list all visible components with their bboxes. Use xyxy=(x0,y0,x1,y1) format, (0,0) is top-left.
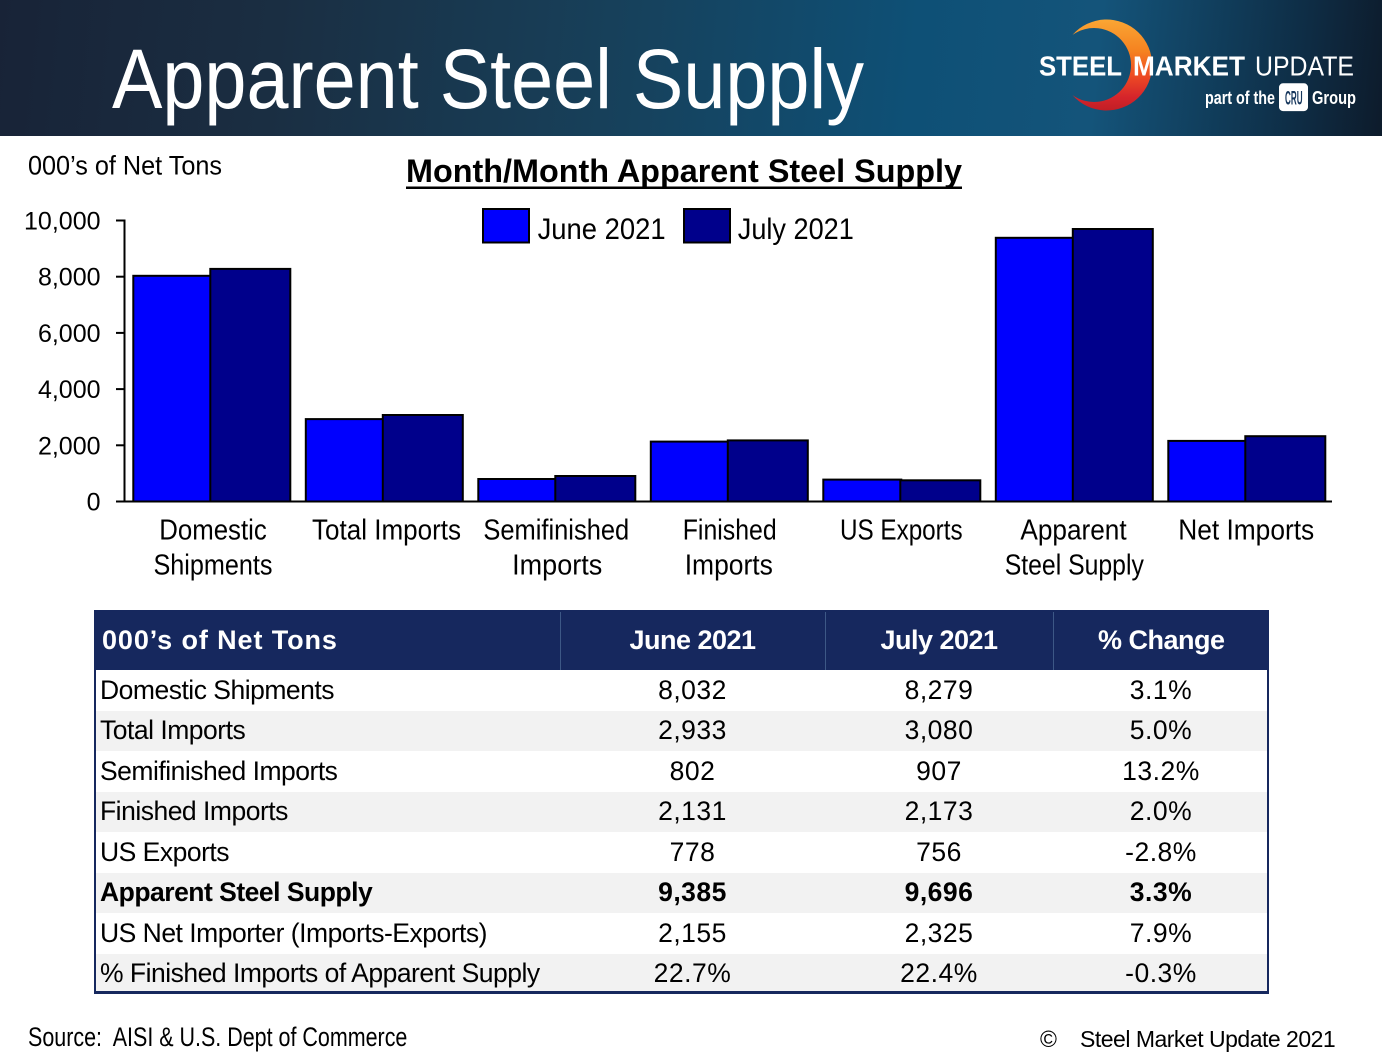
svg-text:Imports: Imports xyxy=(685,550,773,582)
svg-text:2,000: 2,000 xyxy=(38,432,101,460)
svg-text:Finished: Finished xyxy=(683,515,777,547)
svg-text:Imports: Imports xyxy=(512,550,602,582)
svg-text:Group: Group xyxy=(1312,88,1356,108)
svg-text:Month/Month Apparent Steel Sup: Month/Month Apparent Steel Supply xyxy=(406,153,962,189)
svg-text:part of the: part of the xyxy=(1205,88,1275,108)
svg-text:Semifinished: Semifinished xyxy=(483,515,629,547)
svg-text:MARKET: MARKET xyxy=(1133,50,1245,81)
svg-text:STEEL: STEEL xyxy=(1039,50,1122,81)
svg-text:June 2021: June 2021 xyxy=(538,213,666,246)
svg-text:US Exports: US Exports xyxy=(840,515,963,547)
svg-text:0: 0 xyxy=(87,489,101,517)
svg-text:Apparent Steel Supply: Apparent Steel Supply xyxy=(112,32,864,126)
svg-text:6,000: 6,000 xyxy=(38,320,101,348)
svg-text:Net Imports: Net Imports xyxy=(1178,515,1314,547)
svg-text:000’s of Net Tons: 000’s of Net Tons xyxy=(28,151,222,181)
svg-text:Steel Supply: Steel Supply xyxy=(1005,550,1145,582)
svg-text:8,000: 8,000 xyxy=(38,264,101,292)
svg-text:UPDATE: UPDATE xyxy=(1255,50,1354,81)
svg-text:Shipments: Shipments xyxy=(154,550,273,582)
svg-text:Total Imports: Total Imports xyxy=(312,515,461,547)
svg-text:4,000: 4,000 xyxy=(38,376,101,404)
svg-text:10,000: 10,000 xyxy=(24,208,100,236)
svg-text:July 2021: July 2021 xyxy=(738,213,854,246)
svg-text:Apparent: Apparent xyxy=(1020,515,1126,547)
svg-text:CRU: CRU xyxy=(1285,89,1303,110)
svg-text:Domestic: Domestic xyxy=(159,515,267,547)
